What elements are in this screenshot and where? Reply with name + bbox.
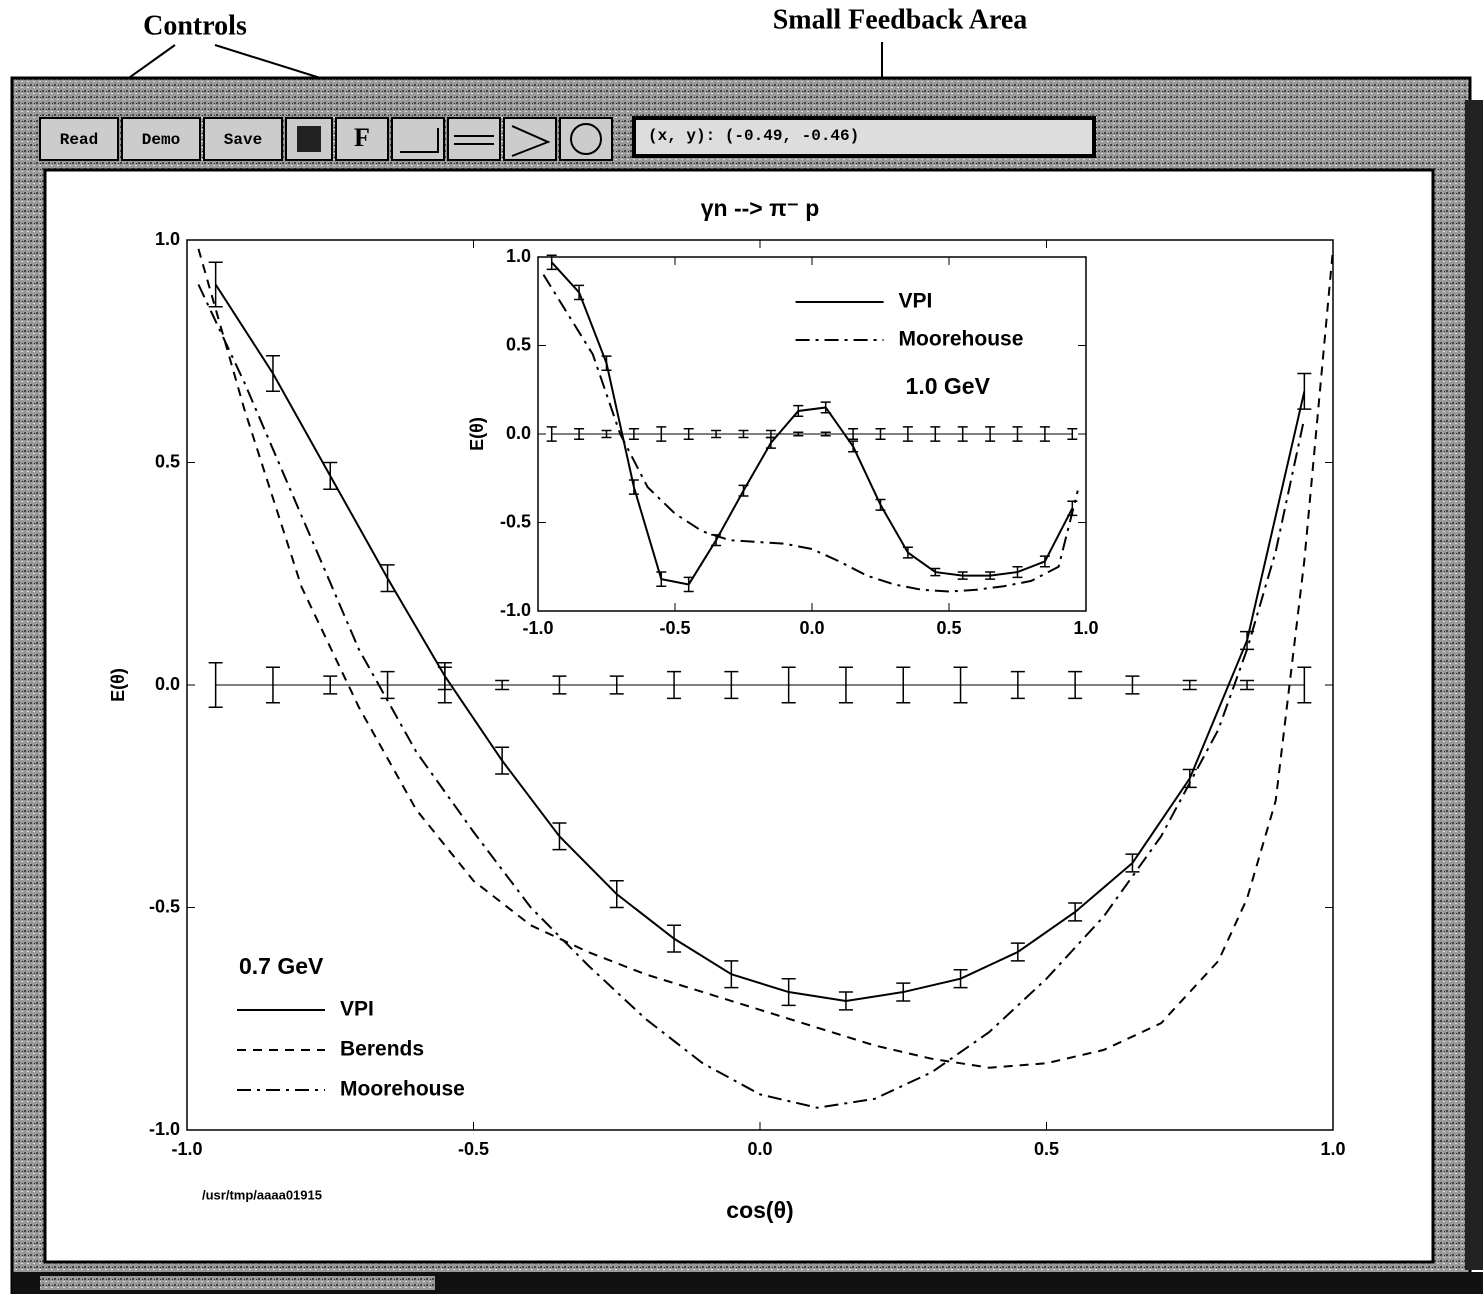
footnote: /usr/tmp/aaaa01915	[202, 1187, 322, 1202]
x-tick-label: -0.5	[659, 618, 690, 638]
print-icon	[297, 126, 321, 152]
controls-label: Controls	[143, 10, 247, 41]
button-label: Read	[60, 131, 98, 149]
y-tick-label: 0.0	[506, 423, 531, 443]
y-tick-label: -1.0	[500, 600, 531, 620]
y-axis-label: E(θ)	[467, 417, 487, 451]
x-tick-label: -0.5	[458, 1139, 489, 1159]
y-tick-label: 1.0	[155, 229, 180, 249]
feedback-label: Small Feedback Area	[773, 4, 1028, 35]
x-tick-label: 0.0	[747, 1139, 772, 1159]
toolbar: Read Demo Save F (x, y): (-0.49, -0.46)	[40, 118, 1094, 160]
y-tick-label: -1.0	[149, 1119, 180, 1139]
axes-button[interactable]	[392, 118, 444, 160]
chart: -1.0 -0.5 0.0 0.5 1.0 -1.0 -0.5 0.0 0.5 1.0 E(θ) VP…	[467, 246, 1099, 638]
x-tick-label: 0.0	[799, 618, 824, 638]
legend-label: VPI	[340, 998, 374, 1021]
legend-label: VPI	[899, 290, 933, 313]
status-field	[40, 1276, 435, 1290]
x-tick-label: 1.0	[1320, 1139, 1345, 1159]
button-label: F	[354, 123, 370, 152]
annotation: 0.7 GeV	[239, 953, 324, 979]
y-tick-label: -0.5	[149, 896, 180, 916]
y-tick-label: 1.0	[506, 246, 531, 266]
x-axis-label: cos(θ)	[726, 1197, 793, 1223]
x-tick-label: -1.0	[171, 1139, 202, 1159]
y-axis-label: E(θ)	[108, 668, 128, 702]
feedback-text: (x, y): (-0.49, -0.46)	[648, 127, 859, 145]
x-tick-label: -1.0	[522, 618, 553, 638]
legend-label: Berends	[340, 1038, 424, 1061]
annotation: 1.0 GeV	[906, 373, 991, 399]
screen: Controls Small Feedback Area Read Demo S…	[0, 0, 1483, 1294]
button-label: Demo	[142, 131, 180, 149]
legend-label: Moorehouse	[899, 328, 1024, 351]
y-tick-label: 0.5	[155, 451, 180, 471]
legend-label: Moorehouse	[340, 1078, 465, 1101]
curve-button[interactable]	[504, 118, 556, 160]
lines-button[interactable]	[448, 118, 500, 160]
x-tick-label: 0.5	[936, 618, 961, 638]
button-label: Save	[224, 131, 262, 149]
y-tick-label: -0.5	[500, 511, 531, 531]
scrollbar[interactable]	[1465, 100, 1483, 1270]
y-tick-label: 0.0	[155, 674, 180, 694]
x-tick-label: 0.5	[1034, 1139, 1059, 1159]
x-tick-label: 1.0	[1073, 618, 1098, 638]
y-tick-label: 0.5	[506, 334, 531, 354]
chart-title: γn --> π⁻ p	[701, 195, 820, 221]
